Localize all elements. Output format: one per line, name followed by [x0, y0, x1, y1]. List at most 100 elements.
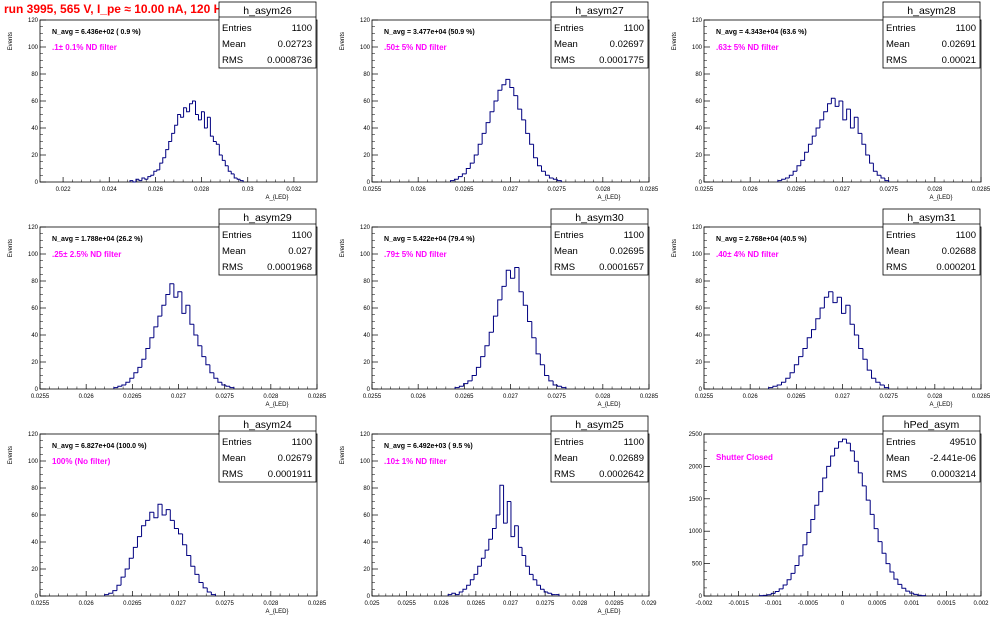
histogram-bin	[129, 377, 134, 383]
stats-title: h_asym24	[243, 419, 292, 431]
y-tick-label: 120	[28, 18, 39, 24]
y-tick-label: 100	[692, 45, 703, 51]
x-tick-label: 0.028	[595, 394, 611, 400]
y-tick-label: 80	[363, 72, 370, 78]
histogram-bin	[473, 154, 479, 164]
x-tick-label: 0.0265	[787, 394, 806, 400]
y-tick-label: 0	[367, 387, 371, 393]
histogram-bin	[879, 382, 885, 386]
navg-text: N_avg = 1.788e+04 (26.2 %)	[52, 236, 143, 243]
y-axis-title: Events	[672, 32, 678, 50]
histogram-bin	[842, 438, 847, 442]
stats-title: h_asym30	[575, 212, 624, 224]
histogram-bin	[853, 324, 859, 336]
y-axis-title: Events	[8, 446, 14, 464]
x-tick-label: 0.0255	[363, 394, 382, 400]
histogram-bin	[186, 544, 191, 556]
histogram-bin	[157, 503, 163, 518]
histogram-bin	[236, 177, 241, 180]
stats-value: 0.02679	[278, 453, 312, 464]
stats-value: 0.02688	[942, 246, 976, 257]
histogram-bin	[120, 576, 126, 586]
histogram-bin	[194, 566, 200, 575]
histogram-bin	[880, 175, 885, 179]
x-tick-label: 0.0275	[547, 394, 566, 400]
x-tick-label: 0.026	[743, 394, 759, 400]
histogram-bin	[229, 386, 235, 389]
histogram-bin	[836, 296, 842, 303]
histogram-bin	[449, 180, 455, 182]
histogram-bin	[203, 111, 208, 129]
y-tick-label: 0	[35, 180, 39, 186]
stats-box-frame	[882, 415, 981, 483]
histogram-bin	[108, 592, 113, 595]
x-tick-label: 0.026	[411, 187, 427, 193]
histogram-bin	[540, 585, 545, 590]
x-tick-label: 0.0285	[640, 187, 659, 193]
stats-label: RMS	[222, 469, 243, 480]
stats-label: RMS	[554, 55, 575, 66]
histogram-bin	[150, 174, 154, 177]
stats-box: h_asym27 Entries 1100 Mean 0.02697 RMS 0.00017…	[550, 1, 649, 69]
histogram-panel-h_asym25: 0.025 0.0255 0.026 0.0265 0.027 0.0275 0.028 0.…	[332, 414, 664, 621]
y-tick-label: 60	[363, 99, 370, 105]
stats-label: Entries	[886, 437, 916, 448]
histogram-bin	[112, 590, 117, 594]
x-tick-label: 0.028	[927, 394, 943, 400]
histogram-bin	[501, 285, 507, 300]
histogram-bin	[454, 387, 460, 389]
x-tick-label: 0.028	[194, 187, 210, 193]
histogram-bin	[165, 509, 171, 515]
histogram-panel-h_asym24: 0.0255 0.026 0.0265 0.027 0.0275 0.028 0.0285 0…	[0, 414, 332, 621]
x-tick-label: 0.0265	[467, 601, 486, 607]
x-tick-label: 0.026	[79, 601, 95, 607]
stats-box-frame	[218, 1, 317, 69]
histogram-bin	[539, 353, 545, 366]
histogram-bin	[186, 107, 190, 113]
filter-label: Shutter Closed	[716, 453, 773, 462]
histogram-bin	[230, 171, 235, 175]
histogram-bin	[845, 439, 851, 444]
y-tick-label: 500	[692, 562, 703, 568]
histogram-bin	[218, 144, 223, 156]
y-tick-label: 0	[699, 180, 703, 186]
y-tick-label: 80	[31, 486, 38, 492]
histogram-bin	[547, 591, 552, 594]
histogram-bin	[897, 579, 902, 585]
histogram-bin	[501, 84, 506, 91]
histogram-bin	[492, 315, 498, 333]
histogram-bin	[465, 168, 471, 174]
histogram-bin	[544, 364, 549, 376]
histogram-bin	[861, 133, 866, 145]
histogram-bin	[772, 385, 778, 388]
stats-title: h_asym28	[907, 5, 956, 17]
stats-value: 0.0002642	[599, 469, 644, 480]
histogram-bin	[521, 547, 526, 556]
histogram-bin	[871, 370, 876, 379]
histogram-bin	[177, 291, 182, 298]
stats-box: h_asym24 Entries 1100 Mean 0.02679 RMS 0.00019…	[218, 415, 317, 483]
filter-label: .63± 5% ND filter	[716, 43, 779, 52]
histogram-bin	[149, 511, 154, 521]
x-tick-label: 0.028	[927, 187, 943, 193]
x-tick-label: 0.028	[572, 601, 588, 607]
histogram-bin	[180, 114, 184, 118]
x-tick-label: 0.0285	[972, 187, 991, 193]
x-tick-label: 0.0285	[605, 601, 624, 607]
x-axis-title: A_{LED}	[597, 195, 620, 201]
y-axis-title: Events	[672, 239, 678, 257]
histogram-bin	[239, 179, 244, 182]
y-tick-label: 0	[367, 594, 371, 600]
histogram-bin	[514, 525, 519, 537]
stats-label: Mean	[222, 453, 246, 464]
y-tick-label: 40	[31, 540, 38, 546]
histogram-bin	[209, 364, 214, 374]
histogram-bin	[798, 555, 803, 566]
stats-label: Mean	[886, 246, 910, 257]
stats-label: Mean	[554, 246, 578, 257]
histogram-bin	[132, 180, 136, 183]
histogram-bin	[913, 593, 918, 595]
x-tick-label: 0.0255	[363, 187, 382, 193]
x-tick-label: 0.025	[364, 601, 380, 607]
histogram-bin	[810, 519, 815, 533]
